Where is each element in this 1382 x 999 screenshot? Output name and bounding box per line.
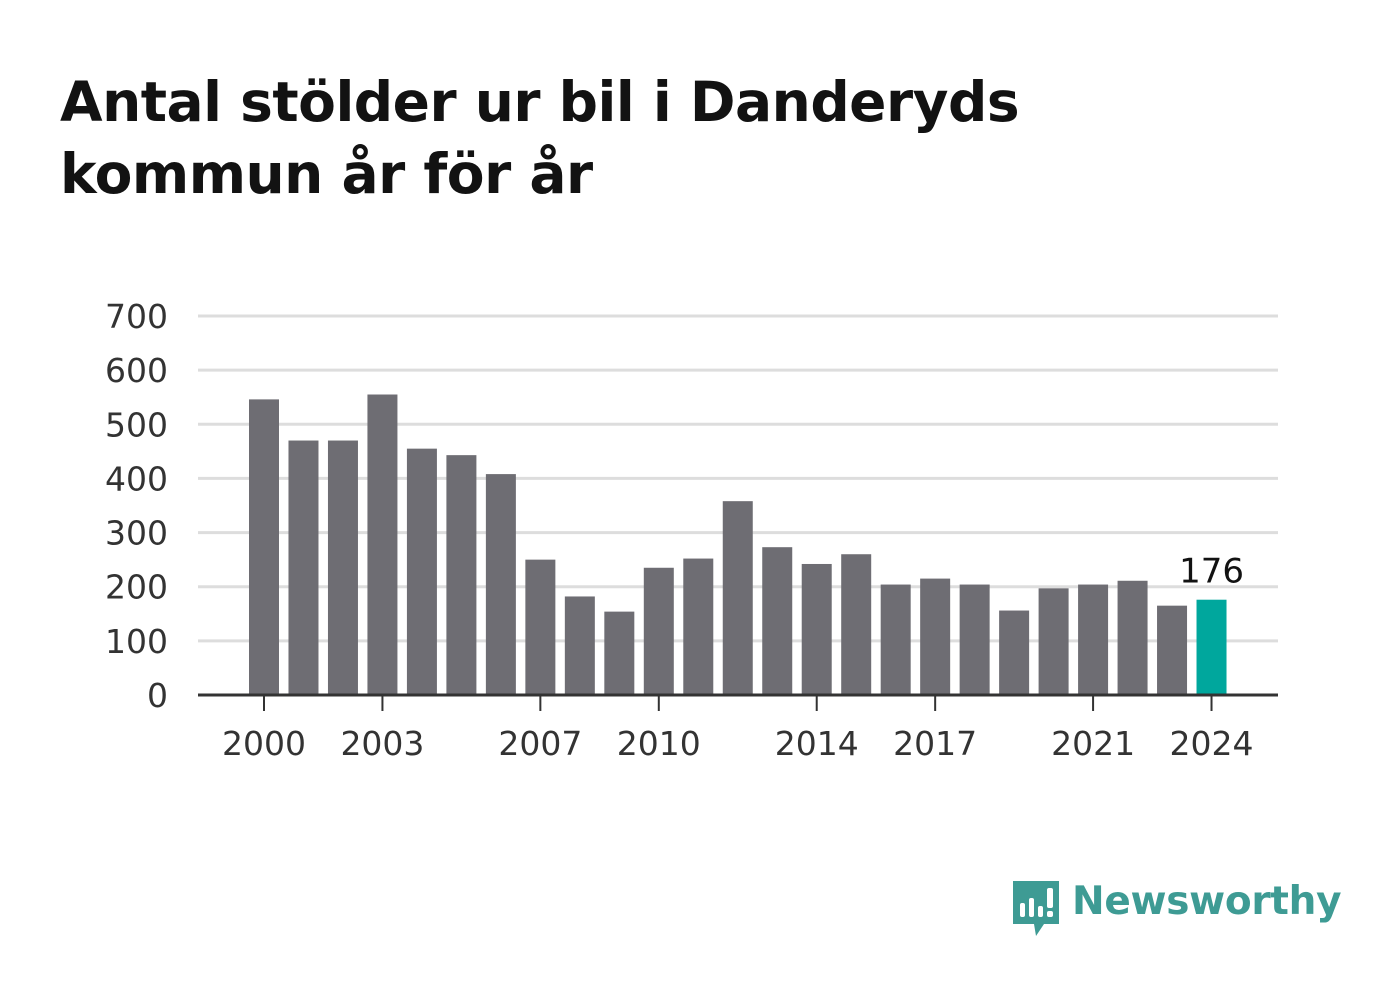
bar (1038, 588, 1069, 695)
x-tick-label: 2014 (775, 724, 859, 763)
bar (604, 611, 635, 695)
y-tick-label: 600 (105, 351, 168, 390)
bar (841, 554, 872, 695)
bar-highlight (1196, 599, 1227, 695)
bars (249, 394, 1227, 695)
bar (722, 501, 753, 695)
bar (801, 563, 832, 695)
bar (406, 448, 437, 695)
newsworthy-logo: Newsworthy (1010, 878, 1342, 942)
x-tick-label: 2017 (893, 724, 977, 763)
bar (1078, 584, 1109, 695)
data-label: 176 (1179, 552, 1244, 592)
x-tick-label: 2021 (1051, 724, 1135, 763)
y-tick-label: 700 (105, 297, 168, 336)
bar (762, 547, 793, 695)
bar (959, 584, 990, 695)
bar (327, 440, 358, 695)
x-axis-tick-labels: 2000 2003 2007 2010 2014 2017 2021 2024 (222, 724, 1254, 763)
bar (564, 596, 595, 695)
bar (999, 610, 1030, 695)
bar (525, 559, 556, 695)
y-axis-tick-labels: 0 100 200 300 400 500 600 700 (105, 297, 168, 715)
brand-name: Newsworthy (1072, 879, 1342, 924)
y-tick-label: 0 (147, 676, 168, 715)
y-tick-label: 200 (105, 568, 168, 607)
y-tick-label: 400 (105, 459, 168, 498)
x-axis (198, 693, 1278, 711)
x-tick-label: 2010 (617, 724, 701, 763)
x-tick-label: 2024 (1170, 724, 1254, 763)
data-labels: 176 (1179, 552, 1244, 592)
bar (485, 474, 516, 695)
chat-bubble-bar-chart-icon (1013, 881, 1059, 936)
bar (683, 558, 714, 695)
bar (1117, 580, 1148, 695)
bar (643, 567, 674, 695)
x-tick-label: 2007 (498, 724, 582, 763)
y-tick-label: 300 (105, 514, 168, 553)
chart-title: Antal stölder ur bil i Danderyds kommun … (60, 70, 1020, 206)
y-tick-label: 100 (105, 622, 168, 661)
bar (1157, 605, 1188, 695)
bar (446, 455, 477, 695)
y-tick-label: 500 (105, 405, 168, 444)
bar (880, 584, 911, 695)
bar (920, 578, 951, 695)
bar (288, 440, 319, 695)
bar (249, 399, 279, 695)
x-tick-label: 2000 (222, 724, 306, 763)
bar (367, 394, 398, 695)
x-tick-label: 2003 (340, 724, 424, 763)
